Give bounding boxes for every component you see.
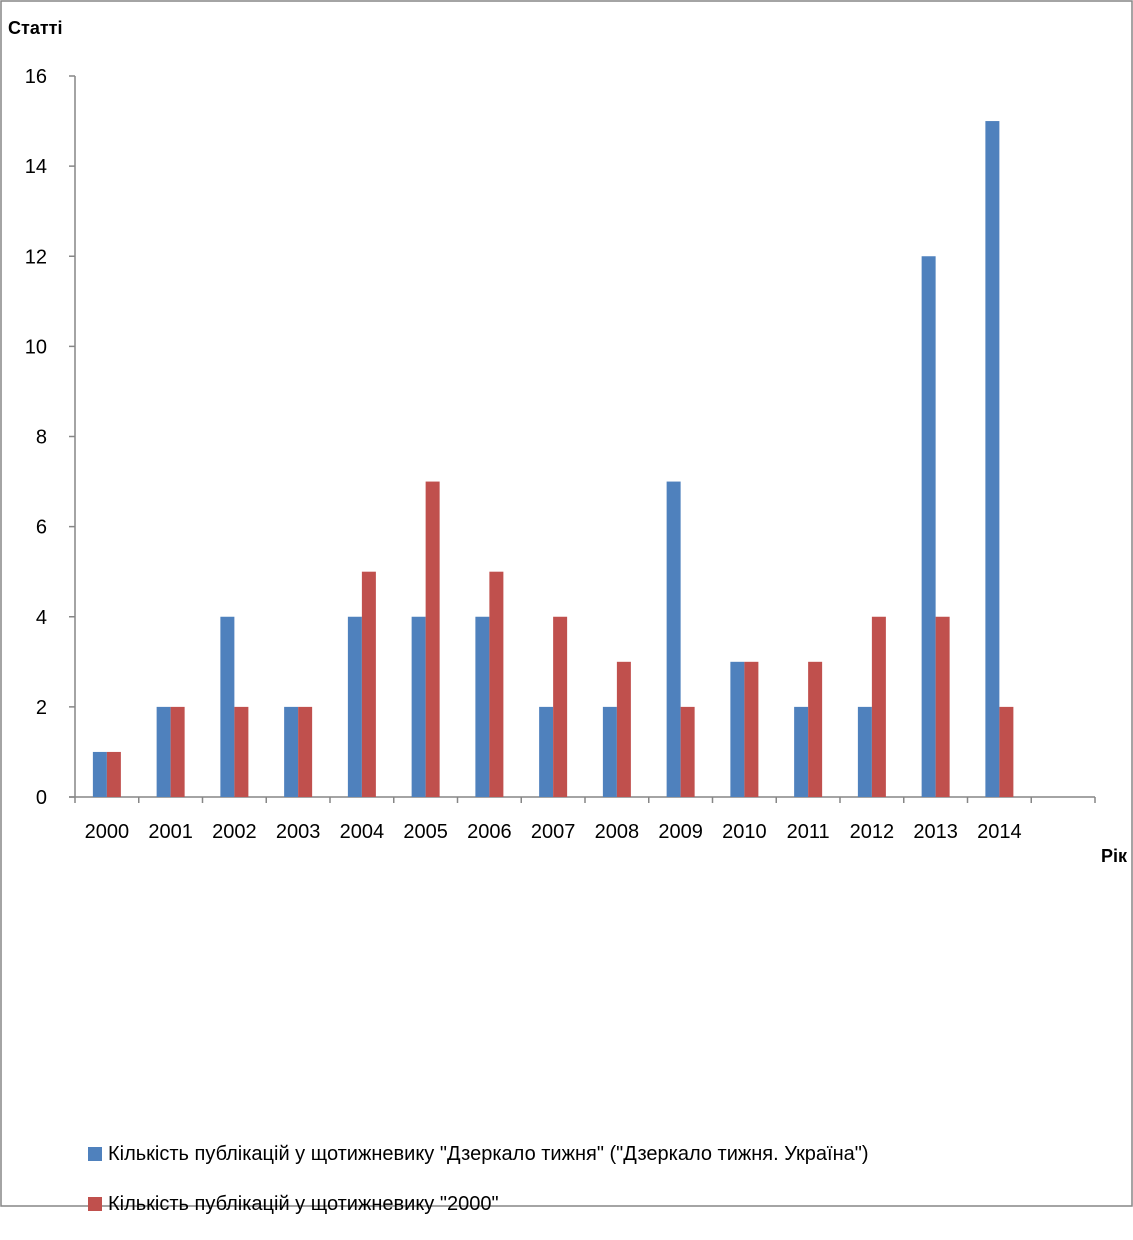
bar-series-2-2001 [170, 706, 185, 798]
bar-series-2-2008 [616, 661, 631, 797]
chart-frame: Статті Рік 0 2 4 6 8 10 12 14 16 2000 2001 2002 2003… [0, 0, 1133, 1215]
x-tick-label-2000: 2000 [85, 821, 130, 843]
x-tick-label-2009: 2009 [658, 821, 703, 843]
bar-series-1-2012 [857, 706, 872, 798]
x-tick-label-2014: 2014 [977, 821, 1022, 843]
bar-series-2-2006 [489, 571, 504, 797]
bar-series-2-2003 [298, 706, 313, 798]
x-tick-label-2007: 2007 [531, 821, 576, 843]
bar-series-2-2002 [234, 706, 249, 798]
y-tick-label-0: 0 [36, 787, 47, 809]
bar-series-1-2014 [985, 121, 1000, 797]
x-tick-label-2008: 2008 [595, 821, 640, 843]
y-tick-label-2: 2 [36, 697, 47, 719]
y-tick-label-10: 10 [25, 336, 47, 358]
plot-area: 0 2 4 6 8 10 12 14 16 2000 2001 2002 2003 2004 2005 200… [25, 66, 1096, 843]
bar-series-1-2007 [539, 706, 554, 798]
bar-series-2-2011 [808, 661, 823, 797]
bar-series-2-2005 [425, 481, 440, 797]
y-tick-label-14: 14 [25, 156, 47, 178]
legend-swatch-series-1 [88, 1147, 102, 1161]
x-tick-label-2001: 2001 [148, 821, 193, 843]
y-axis-title: Статті [8, 18, 62, 38]
bar-series-1-2008 [602, 706, 617, 798]
bar-series-1-2000 [92, 751, 107, 797]
bar-series-1-2004 [347, 616, 362, 797]
x-tick-label-2013: 2013 [913, 821, 958, 843]
y-tick-label-12: 12 [25, 246, 47, 268]
bar-series-1-2003 [284, 706, 299, 798]
x-tick-label-2006: 2006 [467, 821, 512, 843]
x-tick-label-2003: 2003 [276, 821, 321, 843]
legend-item-series-2: Кількість публікацій у щотижневику "2000… [88, 1190, 869, 1218]
x-axis-title: Рік [1101, 846, 1128, 866]
bar-series-1-2002 [220, 616, 235, 797]
x-tick-label-2012: 2012 [850, 821, 895, 843]
y-tick-label-6: 6 [36, 517, 47, 539]
bar-series-1-2010 [730, 661, 745, 797]
bar-series-1-2011 [794, 706, 809, 798]
legend-label-series-2: Кількість публікацій у щотижневику "2000… [108, 1192, 499, 1215]
y-tick-label-8: 8 [36, 427, 47, 449]
x-tick-label-2004: 2004 [340, 821, 385, 843]
bar-series-2-2004 [361, 571, 376, 797]
bar-series-2-2014 [999, 706, 1014, 798]
bar-series-2-2013 [935, 616, 950, 797]
legend-swatch-series-2 [88, 1197, 102, 1211]
legend-item-series-1: Кількість публікацій у щотижневику "Дзер… [88, 1140, 869, 1168]
y-tick-label-4: 4 [36, 607, 47, 629]
bar-chart: Статті Рік 0 2 4 6 8 10 12 14 16 2000 2001 2002 2003… [0, 0, 1133, 1207]
x-tick-label-2011: 2011 [787, 821, 830, 843]
x-tick-label-2010: 2010 [722, 821, 767, 843]
bar-series-1-2006 [475, 616, 490, 797]
legend-label-series-1: Кількість публікацій у щотижневику "Дзер… [108, 1142, 869, 1165]
bar-series-2-2010 [744, 661, 759, 797]
y-tick-label-16: 16 [25, 66, 47, 88]
bar-series-2-2012 [871, 616, 886, 797]
bar-series-2-2009 [680, 706, 695, 798]
bar-series-2-2007 [553, 616, 568, 797]
bar-series-1-2001 [156, 706, 171, 798]
bar-series-1-2013 [921, 256, 936, 797]
x-tick-label-2005: 2005 [403, 821, 448, 843]
bar-series-1-2005 [411, 616, 426, 797]
legend: Кількість публікацій у щотижневику "Дзер… [88, 1140, 869, 1240]
x-tick-label-2002: 2002 [212, 821, 257, 843]
bar-series-1-2009 [666, 481, 681, 797]
chart-border [0, 0, 1133, 1207]
bar-series-2-2000 [106, 751, 121, 797]
